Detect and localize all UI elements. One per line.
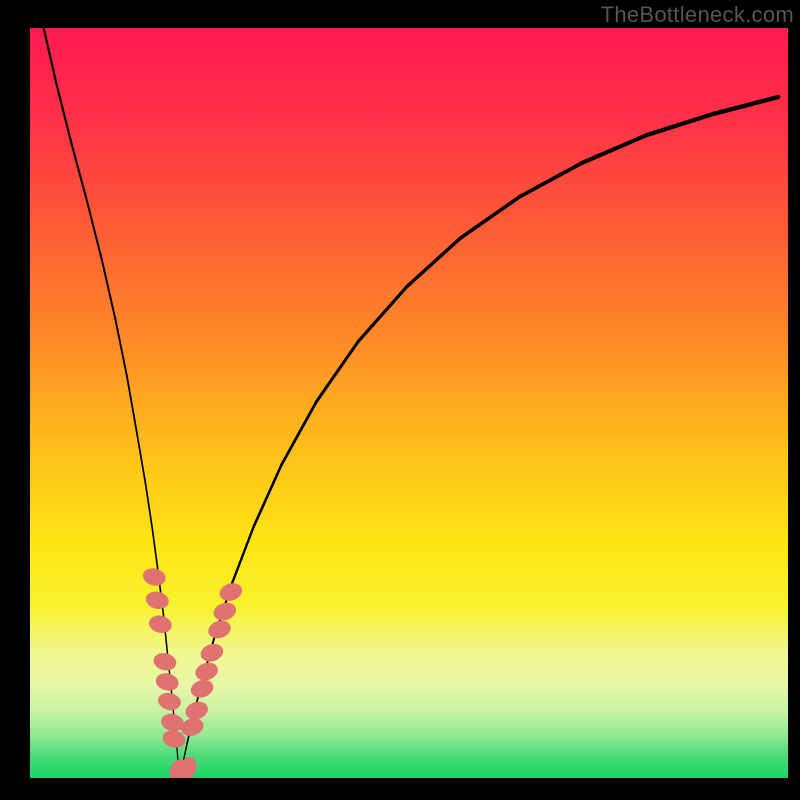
plot-area xyxy=(30,28,788,778)
gradient-background xyxy=(30,28,788,778)
watermark-label: TheBottleneck.com xyxy=(601,2,794,28)
figure-canvas: TheBottleneck.com xyxy=(0,0,800,800)
